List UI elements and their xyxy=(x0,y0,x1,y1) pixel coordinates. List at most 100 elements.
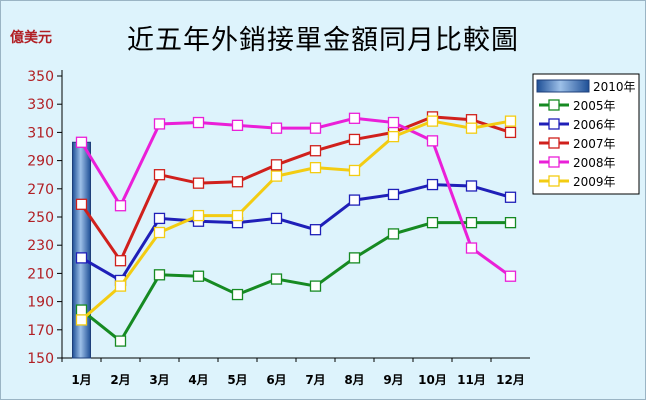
y-tick-label: 290 xyxy=(27,154,54,170)
data-point xyxy=(153,269,166,281)
y-tick-label: 210 xyxy=(27,266,54,282)
series-line-2008年 xyxy=(80,116,512,278)
data-point xyxy=(75,304,88,316)
data-point xyxy=(504,216,517,229)
legend-label: 2009年 xyxy=(573,175,616,189)
data-point xyxy=(75,136,88,148)
data-point xyxy=(387,228,400,240)
data-point xyxy=(75,314,88,326)
data-point xyxy=(231,209,244,222)
x-tick-label: 3月 xyxy=(149,373,169,387)
y-axis-unit-label: 億美元 xyxy=(10,30,52,46)
x-tick-label: 1月 xyxy=(71,373,91,387)
data-point xyxy=(309,280,322,292)
data-point xyxy=(231,119,244,131)
y-tick-label: 250 xyxy=(27,210,54,226)
x-tick-label: 10月 xyxy=(418,373,447,387)
data-point xyxy=(270,122,283,134)
data-point xyxy=(504,126,517,139)
legend: 2010年 2005年 2006年 2007年 2008年 2009年 xyxy=(532,73,640,195)
data-point xyxy=(231,288,244,301)
x-tick-label: 9月 xyxy=(383,373,403,387)
data-point xyxy=(348,164,361,177)
axes: 150 170 190 210 230 250 270 290 310 330 350 1月 2月 3月 4… xyxy=(27,69,530,387)
x-tick-label: 8月 xyxy=(344,373,364,387)
data-point xyxy=(465,216,478,229)
data-point xyxy=(387,116,400,129)
data-point xyxy=(114,335,127,347)
y-tick-label: 150 xyxy=(27,351,54,367)
legend-label: 2008年 xyxy=(573,156,616,170)
data-point xyxy=(504,270,517,282)
chart-title: 近五年外銷接單金額同月比較圖 xyxy=(127,25,519,56)
data-point xyxy=(348,112,361,124)
data-point xyxy=(504,115,517,127)
x-tick-label: 6月 xyxy=(266,373,286,387)
data-point xyxy=(153,212,166,225)
legend-swatch-bar xyxy=(536,79,590,93)
data-point xyxy=(348,133,361,146)
y-tick-label: 330 xyxy=(27,97,54,113)
data-point xyxy=(114,280,127,292)
data-point xyxy=(192,209,205,222)
y-tick-label: 190 xyxy=(27,295,54,311)
y-tick-label: 270 xyxy=(27,182,54,198)
bar-series xyxy=(72,141,91,359)
data-point xyxy=(270,212,283,225)
data-point xyxy=(309,224,322,236)
x-tick-label: 4月 xyxy=(188,373,208,387)
data-point xyxy=(192,177,205,189)
legend-swatch-marker xyxy=(548,156,560,168)
data-point xyxy=(348,194,361,206)
data-point xyxy=(465,122,478,134)
data-point xyxy=(387,188,400,201)
x-tick-label: 5月 xyxy=(227,373,247,387)
data-point xyxy=(465,180,478,192)
legend-box xyxy=(532,73,640,195)
data-point xyxy=(192,116,205,129)
x-tick-label: 11月 xyxy=(457,373,486,387)
data-point xyxy=(231,176,244,188)
data-point xyxy=(270,170,283,182)
data-point xyxy=(348,252,361,264)
line-series xyxy=(75,111,517,347)
data-point xyxy=(270,273,283,285)
legend-swatch-marker xyxy=(548,137,560,149)
y-tick-label: 350 xyxy=(27,69,54,85)
y-tick-label: 310 xyxy=(27,125,54,141)
legend-swatch-marker xyxy=(548,118,560,130)
data-point xyxy=(153,118,166,130)
data-point xyxy=(309,161,322,174)
x-tick-label: 7月 xyxy=(305,373,325,387)
data-point xyxy=(153,169,166,181)
legend-label: 2005年 xyxy=(573,99,616,113)
legend-swatch-marker xyxy=(548,99,560,111)
data-point xyxy=(75,252,88,264)
legend-swatch-marker xyxy=(548,175,560,187)
data-point xyxy=(426,216,439,229)
x-tick-label: 12月 xyxy=(496,373,525,387)
data-point xyxy=(270,159,283,171)
data-point xyxy=(309,145,322,157)
legend-label: 2007年 xyxy=(573,137,616,151)
data-point xyxy=(75,198,88,210)
data-point xyxy=(426,135,439,147)
y-tick-label: 230 xyxy=(27,238,54,254)
data-point xyxy=(309,122,322,134)
data-point xyxy=(426,115,439,127)
series-line-2005年 xyxy=(80,221,511,344)
bar-2010 xyxy=(72,141,91,359)
data-point xyxy=(192,270,205,282)
x-tick-label: 2月 xyxy=(110,373,130,387)
data-point xyxy=(114,200,127,212)
data-point xyxy=(114,255,127,267)
legend-label: 2006年 xyxy=(573,118,616,132)
series-line-2007年 xyxy=(80,115,511,264)
series-line-2009年 xyxy=(80,119,511,322)
data-point xyxy=(153,226,166,239)
data-point xyxy=(504,191,517,203)
y-tick-label: 170 xyxy=(27,323,54,339)
data-point xyxy=(387,130,400,143)
